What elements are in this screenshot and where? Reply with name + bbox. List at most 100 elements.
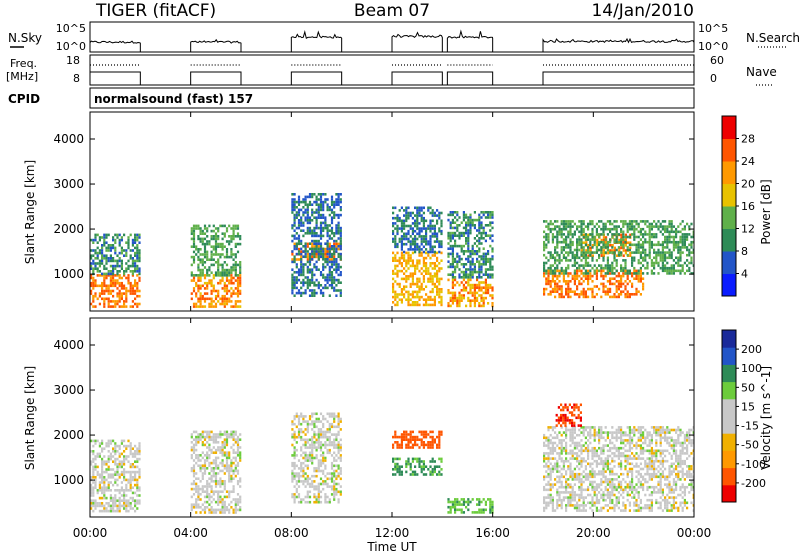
scatter-cell bbox=[223, 297, 226, 301]
scatter-cell bbox=[228, 300, 231, 303]
scatter-cell bbox=[578, 240, 581, 244]
scatter-cell bbox=[206, 493, 209, 496]
scatter-cell bbox=[418, 214, 421, 217]
scatter-cell bbox=[569, 280, 572, 283]
scatter-cell bbox=[295, 412, 298, 416]
scatter-cell bbox=[293, 206, 296, 209]
scatter-cell bbox=[337, 441, 340, 444]
scatter-cell bbox=[236, 300, 240, 303]
scatter-cell bbox=[219, 302, 222, 306]
scatter-cell bbox=[234, 279, 237, 282]
scatter-cell bbox=[411, 282, 414, 286]
scatter-cell bbox=[315, 247, 318, 251]
scatter-cell bbox=[598, 264, 601, 267]
scatter-cell bbox=[573, 269, 576, 273]
scatter-cell bbox=[297, 428, 301, 431]
scatter-cell bbox=[420, 468, 423, 471]
scatter-cell bbox=[116, 504, 119, 508]
scatter-cell bbox=[217, 268, 220, 272]
scatter-cell bbox=[567, 293, 570, 296]
scatter-cell bbox=[628, 295, 631, 299]
scatter-cell bbox=[611, 261, 614, 265]
scatter-cell bbox=[217, 271, 220, 274]
scatter-cell bbox=[308, 268, 312, 271]
scatter-cell bbox=[103, 460, 106, 463]
scatter-cell bbox=[666, 251, 669, 254]
scatter-cell bbox=[313, 211, 316, 214]
scatter-cell bbox=[418, 248, 421, 251]
cpid-panel: CPID normalsound (fast) 157 bbox=[8, 87, 695, 109]
scatter-cell bbox=[480, 263, 483, 266]
scatter-cell bbox=[239, 459, 242, 462]
scatter-cell bbox=[337, 221, 340, 225]
scatter-cell bbox=[322, 200, 325, 204]
scatter-cell bbox=[107, 442, 110, 445]
scatter-cell bbox=[431, 303, 434, 307]
scatter-cell bbox=[422, 473, 425, 476]
scatter-cell bbox=[236, 235, 240, 238]
scatter-cell bbox=[436, 222, 439, 225]
scatter-cell bbox=[330, 195, 334, 199]
scatter-cell bbox=[409, 224, 412, 228]
scatter-cell bbox=[319, 500, 323, 504]
scatter-cell bbox=[606, 246, 609, 249]
scatter-cell bbox=[613, 246, 616, 250]
scatter-cell bbox=[326, 420, 329, 423]
scatter-cell bbox=[322, 472, 325, 475]
scatter-cell bbox=[206, 487, 209, 491]
scatter-cell bbox=[394, 242, 397, 246]
scatter-cell bbox=[134, 473, 137, 476]
scatter-cell bbox=[580, 230, 583, 234]
scatter-cell bbox=[631, 227, 634, 231]
scatter-cell bbox=[311, 193, 314, 196]
scatter-cell bbox=[593, 251, 596, 254]
scatter-cell bbox=[302, 278, 305, 282]
scatter-cell bbox=[138, 502, 141, 505]
scatter-cell bbox=[212, 305, 215, 308]
scatter-cell bbox=[471, 299, 474, 302]
scatter-cell bbox=[595, 269, 598, 273]
scatter-cell bbox=[96, 267, 99, 270]
scatter-cell bbox=[418, 222, 421, 225]
scatter-cell bbox=[659, 225, 662, 228]
scatter-cell bbox=[94, 502, 97, 505]
scatter-cell bbox=[306, 446, 309, 449]
scatter-cell bbox=[653, 264, 656, 267]
scatter-cell bbox=[105, 236, 108, 239]
scatter-cell bbox=[454, 505, 457, 509]
scatter-cell bbox=[324, 200, 327, 204]
scatter-cell bbox=[306, 226, 309, 230]
scatter-cell bbox=[431, 288, 434, 291]
scatter-cell bbox=[136, 249, 139, 252]
scatter-cell bbox=[96, 455, 99, 458]
scatter-cell bbox=[607, 251, 610, 255]
scatter-cell bbox=[197, 438, 200, 441]
scatter-cell bbox=[438, 457, 441, 461]
scatter-cell bbox=[611, 251, 614, 254]
scatter-cell bbox=[668, 256, 671, 260]
scatter-cell bbox=[560, 251, 563, 254]
scatter-cell bbox=[116, 270, 119, 273]
scatter-cell bbox=[230, 279, 233, 282]
scatter-cell bbox=[467, 244, 470, 248]
scatter-cell bbox=[584, 259, 587, 262]
scatter-cell bbox=[123, 439, 126, 443]
scatter-cell bbox=[190, 255, 193, 259]
scatter-cell bbox=[134, 270, 137, 273]
scatter-cell bbox=[319, 430, 323, 434]
scatter-cell bbox=[125, 455, 128, 458]
scatter-cell bbox=[333, 247, 336, 251]
scatter-cell bbox=[571, 256, 574, 260]
scatter-cell bbox=[302, 438, 305, 442]
scatter-cell bbox=[96, 241, 99, 244]
scatter-cell bbox=[123, 284, 126, 288]
scatter-cell bbox=[420, 288, 423, 291]
scatter-cell bbox=[195, 477, 198, 480]
scatter-cell bbox=[465, 276, 468, 279]
scatter-cell bbox=[317, 485, 320, 488]
power-panel-frame bbox=[89, 111, 695, 312]
scatter-cell bbox=[560, 290, 563, 293]
scatter-cell bbox=[322, 234, 325, 238]
scatter-cell bbox=[293, 448, 296, 452]
scatter-cell bbox=[120, 452, 123, 456]
